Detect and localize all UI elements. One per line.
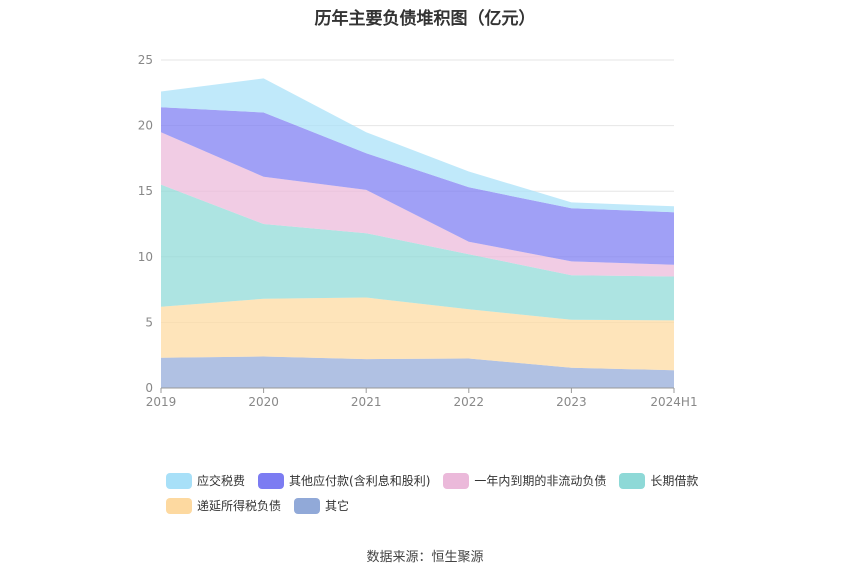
y-tick-label: 20	[138, 119, 153, 133]
legend-label: 其他应付款(含利息和股利)	[289, 474, 431, 488]
legend-label: 长期借款	[650, 474, 699, 488]
x-tick-label: 2023	[556, 395, 587, 409]
y-tick-label: 5	[145, 315, 153, 329]
legend-label: 其它	[325, 499, 350, 513]
legend-item[interactable]: 其它	[294, 497, 349, 514]
chart-title: 历年主要负债堆积图（亿元）	[314, 9, 536, 29]
legend-label: 应交税费	[197, 474, 246, 488]
x-tick-label: 2020	[248, 395, 279, 409]
legend-item[interactable]: 应交税费	[166, 472, 245, 489]
legend-item[interactable]: 其他应付款(含利息和股利)	[258, 472, 430, 489]
legend-swatch	[258, 472, 285, 489]
legend-item[interactable]: 递延所得税负债	[166, 497, 281, 514]
legend-label: 一年内到期的非流动负债	[474, 474, 607, 488]
data-source: 数据来源：恒生聚源	[366, 550, 484, 565]
legend-swatch	[294, 497, 321, 514]
x-tick-label: 2022	[454, 395, 485, 409]
legend-swatch	[619, 472, 646, 489]
x-tick-label: 2019	[146, 395, 177, 409]
legend-swatch	[166, 497, 192, 514]
legend-swatch	[166, 472, 192, 489]
area-应交税费	[161, 78, 674, 213]
area-其他应付款(含利息和股利)	[161, 107, 674, 265]
stacked-area-chart: 0 5 10 15 20 25 2019 2020 2021 2022 2023 2024H1	[138, 53, 698, 409]
y-tick-label: 25	[138, 53, 153, 67]
legend-swatch	[443, 472, 470, 489]
legend: 应交税费 其他应付款(含利息和股利) 一年内到期的非流动负债 长期借款递延所得税负债 其…	[166, 472, 726, 514]
y-tick-label: 15	[138, 184, 153, 198]
y-tick-label: 10	[138, 250, 153, 264]
area-长期借款	[161, 184, 674, 321]
x-tick-label: 2021	[351, 395, 382, 409]
legend-item[interactable]: 一年内到期的非流动负债	[443, 472, 606, 489]
x-tick-label: 2024H1	[650, 395, 697, 409]
area-递延所得税负债	[161, 297, 674, 371]
area-一年内到期的非流动负债	[161, 132, 674, 277]
y-tick-label: 0	[145, 381, 153, 395]
area-其它	[161, 356, 674, 388]
legend-label: 递延所得税负债	[197, 499, 282, 513]
legend-item[interactable]: 长期借款	[619, 472, 698, 489]
